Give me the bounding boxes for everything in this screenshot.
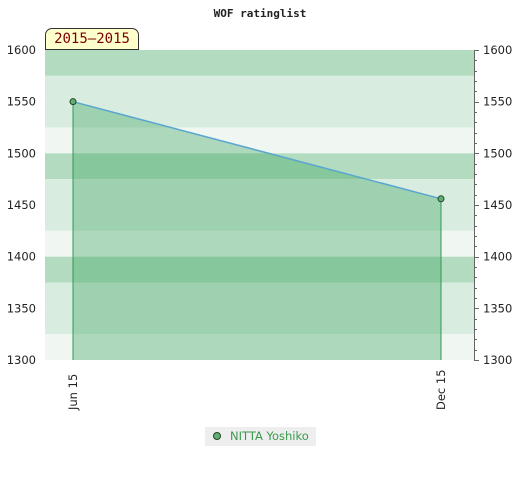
y-tick-label-right: 1350 [483,301,512,315]
grid-band [45,75,474,102]
y-tick-label-left: 1350 [7,301,36,315]
grid-band [45,101,474,128]
year-range-badge: 2015–2015 [45,28,139,50]
y-tick-label-left: 1550 [7,95,36,109]
grid-band [45,282,474,309]
legend[interactable]: NITTA Yoshiko [205,427,316,446]
background-bands [45,50,474,360]
grid-band [45,334,474,360]
chart-title: WOF ratinglist [214,7,307,20]
y-tick-label-right: 1600 [483,43,512,57]
y-tick-label-left: 1400 [7,250,36,264]
y-axis-right: 1300 1350 1400 1450 1500 1550 1600 [474,43,512,367]
y-tick-label-right: 1550 [483,95,512,109]
grid-band [45,308,474,335]
grid-band [45,230,474,257]
y-tick-label-right: 1300 [483,353,512,367]
legend-marker-icon [213,432,221,440]
data-point [69,98,77,106]
grid-band [45,256,474,283]
legend-label: NITTA Yoshiko [230,429,309,443]
y-tick-label-right: 1450 [483,198,512,212]
series-line [72,100,442,200]
y-tick-label-left: 1450 [7,198,36,212]
y-tick-label-right: 1500 [483,146,512,160]
y-axis-left: 1300 1350 1400 1450 1500 1550 1600 [7,43,36,367]
x-tick-label: Jun 15 [66,374,80,411]
grid-band [45,205,474,231]
y-tick-label-left: 1300 [7,353,36,367]
y-tick-label-left: 1600 [7,43,36,57]
series-line-path [72,100,442,200]
series-area-fill [73,101,441,361]
data-point [437,195,445,203]
y-tick-label-left: 1500 [7,146,36,160]
y-tick-label-right: 1400 [483,250,512,264]
grid-band [45,153,474,180]
x-axis: Jun 15 Dec 15 [66,369,448,411]
grid-band [45,50,474,76]
data-points [69,98,445,203]
x-tick-label: Dec 15 [434,369,448,410]
grid-band [45,179,474,205]
grid-band [45,127,474,154]
series-area [72,101,442,361]
